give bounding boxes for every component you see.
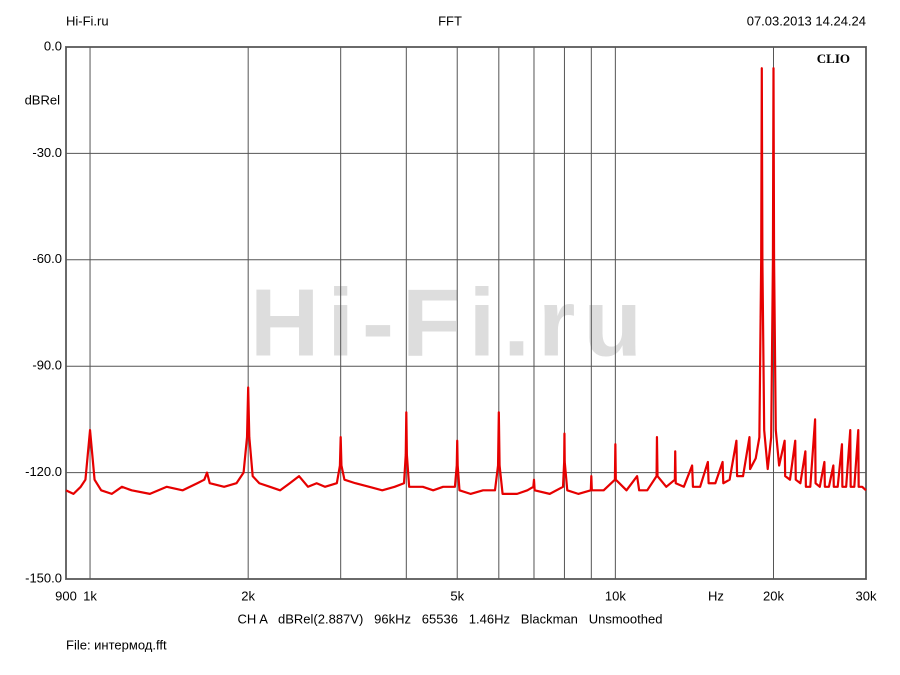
x-axis-label: Hz: [708, 588, 724, 603]
file-name: File: интермод.fft: [66, 637, 167, 652]
x-tick-label: 1k: [83, 588, 97, 603]
header-left: Hi-Fi.ru: [66, 13, 109, 28]
y-tick-label: -60.0: [32, 251, 62, 266]
chart-title: FFT: [438, 13, 462, 28]
y-axis-label: dBRel: [25, 92, 61, 107]
x-tick-label: 900: [55, 588, 77, 603]
y-tick-label: -90.0: [32, 358, 62, 373]
y-tick-label: -120.0: [25, 464, 62, 479]
footer: CH A dBRel(2.887V) 96kHz 65536 1.46Hz Bl…: [238, 611, 663, 626]
watermark: Hi-Fi.ru: [250, 269, 650, 376]
y-tick-label: 0.0: [44, 38, 62, 53]
x-tick-label: 10k: [605, 588, 626, 603]
y-tick-label: -150.0: [25, 570, 62, 585]
header-right: 07.03.2013 14.24.24: [747, 13, 866, 28]
x-tick-label: 5k: [450, 588, 464, 603]
spectrum-line: [65, 67, 867, 495]
brand: CLIO: [817, 51, 850, 66]
y-tick-label: -30.0: [32, 145, 62, 160]
x-tick-label: 30k: [856, 588, 877, 603]
x-tick-label: 2k: [241, 588, 255, 603]
x-tick-label: 20k: [763, 588, 784, 603]
